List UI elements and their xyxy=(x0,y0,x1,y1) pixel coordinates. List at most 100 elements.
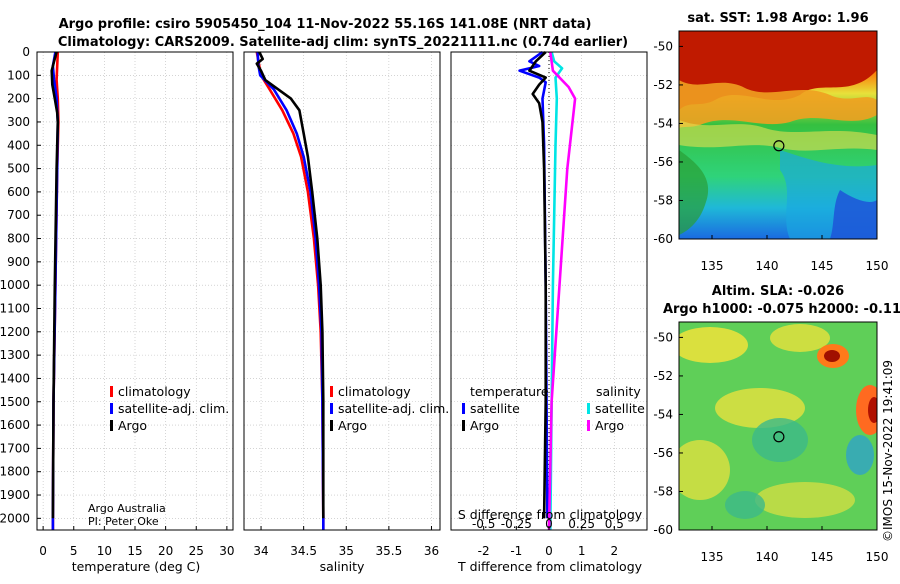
y-tick-label: 300 xyxy=(7,115,30,129)
lat-tick-label: -52 xyxy=(653,369,673,383)
sst-map-frame xyxy=(678,30,878,240)
x-tick-label: 15 xyxy=(127,544,142,558)
y-tick-label: 1000 xyxy=(0,278,30,292)
salinity-axes-frame xyxy=(243,51,441,531)
lon-tick-label: 145 xyxy=(811,550,834,564)
x-tick-label: 0 xyxy=(545,544,553,558)
difference-panel: -2 -1 0 1 2 -0.5 -0.25 0 0.25 0.5 S difference f… xyxy=(450,50,648,574)
y-tick-label: 200 xyxy=(7,92,30,106)
sla-high-patch xyxy=(715,388,805,428)
y-tick-label: 800 xyxy=(7,232,30,246)
lon-tick-label: 140 xyxy=(756,259,779,273)
sla-high-patch xyxy=(679,440,730,500)
argo-location-marker xyxy=(773,140,785,152)
x-tick-label: 35.5 xyxy=(376,544,403,558)
temperature-lines xyxy=(50,51,60,530)
sla-high-patch xyxy=(755,482,855,518)
y-tick-label: 500 xyxy=(7,162,30,176)
x-tick-label: 34 xyxy=(253,544,268,558)
y-tick-label: 900 xyxy=(7,255,30,269)
y-tick-label: 600 xyxy=(7,185,30,199)
lat-tick-label: -54 xyxy=(653,116,673,130)
s-difference-label: S difference from climatology xyxy=(458,507,643,522)
sla-low-patch xyxy=(752,418,808,462)
sla-peak-patch xyxy=(824,350,840,362)
lat-tick-label: -50 xyxy=(653,330,673,344)
figure-title-line2: Climatology: CARS2009. Satellite-adj cli… xyxy=(58,35,628,50)
imos-timestamp: ©IMOS 15-Nov-2022 19:41:09 xyxy=(881,360,895,542)
legend-label-satellite: satellite-adj. clim. xyxy=(118,401,229,416)
legend-swatch-argo xyxy=(330,420,333,431)
legend-label-t-satellite: satellite xyxy=(470,401,520,416)
legend-label-climatology: climatology xyxy=(338,384,411,399)
x-tick-label: 1 xyxy=(578,544,586,558)
lon-tick-label: 145 xyxy=(811,259,834,273)
x-tick-label: 36 xyxy=(424,544,439,558)
legend-swatch-satellite xyxy=(110,403,113,414)
sst-coldest-patch xyxy=(830,190,877,239)
lon-tick-label: 150 xyxy=(866,259,889,273)
salinity-legend: climatology satellite-adj. clim. Argo xyxy=(330,384,449,433)
legend-label-argo: Argo xyxy=(118,418,147,433)
sla-map-title-line2: Argo h1000: -0.075 h2000: -0.11 xyxy=(663,302,900,317)
sla-high-patch xyxy=(679,327,748,363)
lat-tick-label: -58 xyxy=(653,193,673,207)
sst-front-patch xyxy=(679,80,877,128)
s-tick-label: 0.5 xyxy=(605,517,624,531)
y-tick-label: 1400 xyxy=(0,371,30,385)
series-line-s-satellite xyxy=(549,51,564,531)
x-tick-label: -2 xyxy=(478,544,490,558)
y-tick-label: 1900 xyxy=(0,488,30,502)
sst-map-title: sat. SST: 1.98 Argo: 1.96 xyxy=(687,11,868,26)
s-tick-label: -0.25 xyxy=(501,517,532,531)
sla-map-title-line1: Altim. SLA: -0.026 xyxy=(712,284,844,299)
lon-tick-label: 140 xyxy=(756,550,779,564)
x-tick-label: 2 xyxy=(611,544,619,558)
s-tick-label: 0 xyxy=(545,517,553,531)
salinity-panel: 34 34.5 35 35.5 36 salinity climatology sate… xyxy=(243,51,449,574)
legend-swatch-s-argo xyxy=(587,420,590,431)
sst-yellow-band xyxy=(679,120,877,151)
difference-legend: temperature satellite Argo salinity sate… xyxy=(462,384,645,433)
temperature-plot-area xyxy=(37,52,233,530)
t-difference-x-ticks: -2 -1 0 1 2 xyxy=(478,526,618,558)
x-tick-label: 34.5 xyxy=(290,544,317,558)
lat-tick-label: -54 xyxy=(653,407,673,421)
legend-title-temperature: temperature xyxy=(470,384,549,399)
legend-label-s-satellite: satellite xyxy=(595,401,645,416)
sst-green-patch xyxy=(679,150,709,235)
temperature-legend: climatology satellite-adj. clim. Argo xyxy=(110,384,229,433)
sst-map-panel: sat. SST: 1.98 Argo: 1.96 135 140 145 150 -… xyxy=(653,11,888,273)
y-tick-label: 1300 xyxy=(0,348,30,362)
salinity-x-label: salinity xyxy=(320,559,365,574)
y-tick-label: 0 xyxy=(22,45,30,59)
lat-tick-label: -52 xyxy=(653,78,673,92)
figure-title-line1: Argo profile: csiro 5905450_104 11-Nov-2… xyxy=(59,17,592,32)
lon-tick-label: 135 xyxy=(701,550,724,564)
legend-title-salinity: salinity xyxy=(596,384,641,399)
temperature-panel: 0 5 10 15 20 25 30 0 100 200 300 400 500 600 700 800 90… xyxy=(0,45,235,574)
x-tick-label: 20 xyxy=(158,544,173,558)
legend-swatch-climatology xyxy=(110,386,113,397)
y-tick-label: 1700 xyxy=(0,441,30,455)
depth-y-ticks: 0 100 200 300 400 500 600 700 800 900 1000 1100 1200… xyxy=(0,45,41,525)
lat-tick-label: -58 xyxy=(653,484,673,498)
x-tick-label: 25 xyxy=(189,544,204,558)
legend-label-s-argo: Argo xyxy=(595,418,624,433)
credit-line2: PI: Peter Oke xyxy=(88,515,159,528)
legend-swatch-t-argo xyxy=(462,420,465,431)
series-line-argo xyxy=(255,51,325,519)
sla-lon-ticks: 135 140 145 150 xyxy=(701,526,888,564)
s-difference-x-ticks: -0.5 -0.25 0 0.25 0.5 xyxy=(472,517,624,531)
t-difference-label: T difference from climatology xyxy=(457,559,643,574)
sst-lon-ticks: 135 140 145 150 xyxy=(701,235,889,273)
series-line-t-argo xyxy=(528,51,548,519)
temperature-x-label: temperature (deg C) xyxy=(72,559,201,574)
legend-label-argo: Argo xyxy=(338,418,367,433)
y-tick-label: 1600 xyxy=(0,418,30,432)
sla-low-patch xyxy=(846,435,874,475)
s-tick-label: -0.5 xyxy=(472,517,495,531)
lat-tick-label: -56 xyxy=(653,155,673,169)
